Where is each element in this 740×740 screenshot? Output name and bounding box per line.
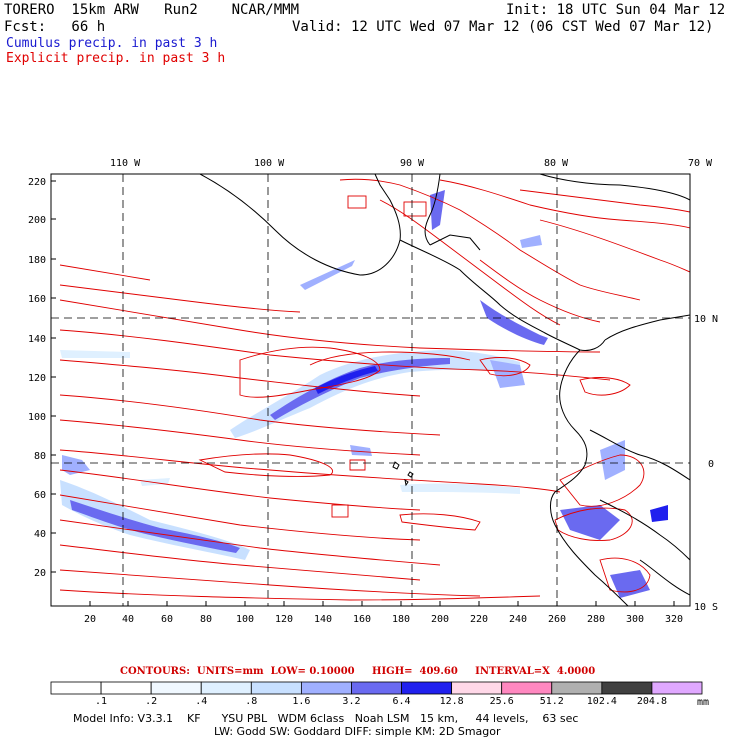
model-info-line2: LW: Godd SW: Goddard DIFF: simple KM: 2D… [214,725,501,738]
colorbar-swatch [300,681,352,695]
colorbar-swatch [150,681,202,695]
colorbar-swatch [100,681,152,695]
x-tick-160: 160 [353,614,371,625]
x-tick-180: 180 [392,614,410,625]
y-tick-200: 200 [28,215,46,226]
x-tick-120: 120 [275,614,293,625]
x-tick-320: 320 [665,614,683,625]
lat-label-0: 0 [708,459,714,470]
colorbar-label: .1 [95,696,108,707]
colorbar-label: 3.2 [342,696,361,707]
model-name: TORERO 15km ARW Run2 NCAR/MMM [4,2,300,18]
colorbar-swatch [451,681,503,695]
lon-label-70w: 70 W [688,158,713,169]
colorbar-label: .8 [245,696,258,707]
map-frame [50,173,691,607]
precip-colorbar [50,681,703,695]
x-tick-140: 140 [314,614,332,625]
colorbar-label: 1.6 [292,696,311,707]
x-tick-260: 260 [548,614,566,625]
x-tick-300: 300 [626,614,644,625]
lat-label-10n: 10 N [694,314,718,325]
colorbar-swatch [200,681,252,695]
x-tick-220: 220 [470,614,488,625]
x-tick-240: 240 [509,614,527,625]
colorbar-swatch [601,681,653,695]
colorbar-label: 51.2 [539,696,564,707]
lon-label-110w: 110 W [110,158,141,169]
colorbar-swatch [401,681,453,695]
init-time: Init: 18 UTC Sun 04 Mar 12 [506,2,726,18]
axis-ticks [51,180,675,606]
y-tick-120: 120 [28,373,46,384]
colorbar-swatch [250,681,302,695]
lon-label-100w: 100 W [254,158,285,169]
colorbar-label: .2 [145,696,158,707]
colorbar-label: 6.4 [392,696,411,707]
colorbar-label: 12.8 [439,696,464,707]
cumulus-label: Cumulus precip. in past 3 h [6,36,218,51]
model-info-line1: Model Info: V3.3.1 KF YSU PBL WDM 6class… [73,712,579,725]
colorbar-swatch [351,681,402,695]
y-tick-180: 180 [28,255,46,266]
y-tick-20: 20 [34,568,46,579]
forecast-hour: Fcst: 66 h [4,19,106,35]
x-tick-80: 80 [200,614,212,625]
valid-time: Valid: 12 UTC Wed 07 Mar 12 (06 CST Wed … [292,19,714,35]
y-tick-220: 220 [28,177,46,188]
x-tick-200: 200 [431,614,449,625]
y-tick-100: 100 [28,412,46,423]
y-tick-160: 160 [28,294,46,305]
contours-info: CONTOURS: UNITS=mm LOW= 0.10000 HIGH= 40… [120,666,596,677]
lon-label-90w: 90 W [400,158,425,169]
colorbar-swatch [50,681,102,695]
x-tick-40: 40 [122,614,134,625]
explicit-label: Explicit precip. in past 3 h [6,51,226,66]
lon-label-80w: 80 W [544,158,569,169]
x-tick-20: 20 [84,614,96,625]
colorbar-swatch [501,681,553,695]
map-background [51,174,690,606]
lat-label-10s: 10 S [694,602,718,613]
x-tick-60: 60 [161,614,173,625]
colorbar-label: .4 [195,696,208,707]
y-tick-80: 80 [34,451,46,462]
colorbar-label: 102.4 [586,696,617,707]
colorbar-label: 25.6 [489,696,514,707]
colorbar-swatch [651,681,703,695]
colorbar-unit: mm [697,697,709,708]
x-tick-100: 100 [236,614,254,625]
y-tick-60: 60 [34,490,46,501]
colorbar-swatch [551,681,603,695]
latlon-grid [51,174,690,606]
colorbar-label: 204.8 [636,696,667,707]
y-tick-40: 40 [34,529,46,540]
y-tick-140: 140 [28,334,46,345]
coastlines [199,174,690,606]
x-tick-280: 280 [587,614,605,625]
